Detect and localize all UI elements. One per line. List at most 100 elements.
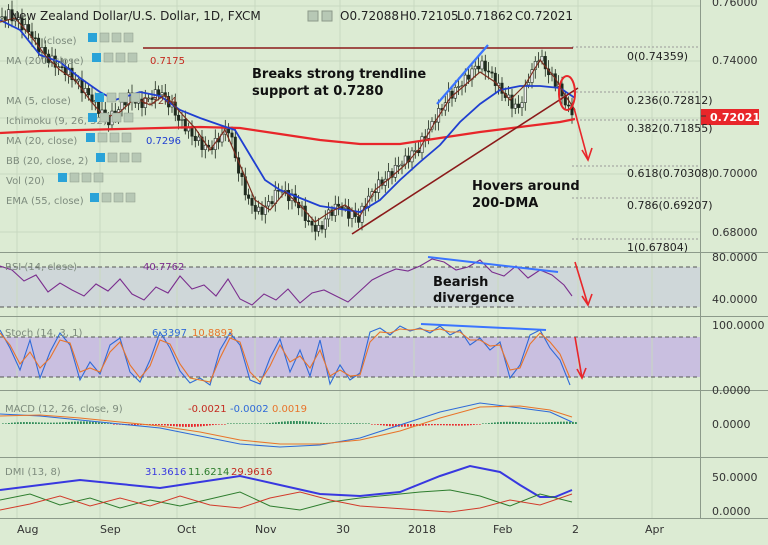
macd-bar [194,424,196,427]
svg-text:Ichimoku (9, 26, 52): Ichimoku (9, 26, 52) [6,116,107,127]
macd-bar [506,421,508,424]
macd-bar [518,422,520,424]
legend-row-buttons[interactable] [92,52,138,63]
macd-bar [485,423,487,424]
dmi-adx-value: 31.3616 [145,467,186,478]
svg-text:0.382(0.71855): 0.382(0.71855) [627,122,713,135]
macd-bar [356,423,358,424]
macd-bar [407,424,409,427]
macd-bar [215,424,217,425]
macd-bar [455,424,457,426]
rsi-divergence-line [427,256,559,273]
macd-value: -0.0002 [230,404,269,415]
macd-bar [83,421,85,424]
macd-bar [533,422,535,424]
macd-bar [374,424,376,425]
stoch-k-value: 6.3397 [152,328,187,339]
macd-bar [500,421,502,424]
legend-row-buttons[interactable] [95,92,141,103]
candle [317,217,321,237]
macd-bar [14,422,16,424]
candle [543,51,547,77]
di-minus-line [0,491,573,513]
macd-bar [401,424,403,427]
legend-row-buttons[interactable] [96,152,142,163]
macd-bar [134,424,136,426]
macd-bar [182,424,184,427]
rsi-line [0,258,573,306]
macd-bar [524,422,526,424]
macd-bar [527,422,529,424]
legend-row-buttons[interactable] [88,112,134,123]
time-axis-labels: Aug Sep Oct Nov 30 2018 Feb 2 Apr [17,523,665,536]
macd-bar [2,423,4,424]
macd-hist-value: -0.0021 [188,404,227,415]
macd-bar [284,421,286,424]
candle [413,142,417,159]
candle [320,220,324,234]
svg-text:0.236(0.72812): 0.236(0.72812) [627,94,713,107]
macd-bar [209,424,211,426]
macd-bar [491,422,493,424]
candle [70,59,74,88]
candle [247,188,251,205]
macd-bar [53,422,55,424]
svg-text:0.76000: 0.76000 [712,0,758,9]
svg-text:40.0000: 40.0000 [712,293,758,306]
svg-text:Oct: Oct [177,523,197,536]
svg-text:100.0000: 100.0000 [712,319,765,332]
macd-bar [338,423,340,424]
time-scale[interactable] [0,518,768,541]
macd-bar [71,421,73,424]
price-scale[interactable] [700,0,768,518]
rsi-label: RSI (14, close) [5,262,77,273]
stoch-band [0,337,700,377]
candle [520,96,524,116]
macd-bar [329,423,331,424]
macd-bar [212,424,214,426]
macd-bar [323,422,325,424]
macd-bar [50,422,52,424]
macd-bar [293,421,295,424]
dma-annotation: Hovers around 200-DMA [472,179,580,211]
legend-row-buttons[interactable] [88,32,134,43]
macd-bar [164,424,166,426]
legend-row-buttons[interactable] [58,172,104,183]
macd-bar [47,422,49,424]
macd-bar [173,424,175,427]
macd-bar [488,423,490,424]
svg-text:L0.71862: L0.71862 [457,9,513,23]
macd-bar [158,424,160,426]
candle [517,95,521,114]
down-arrows [573,107,593,380]
macd-bar [350,423,352,424]
macd-bar [446,424,448,426]
legend-row-buttons[interactable] [90,192,136,203]
stoch-d-line [0,328,571,383]
macd-bar [476,424,478,425]
macd-bar [443,424,445,426]
header-controls[interactable] [307,10,333,22]
macd-bar [362,423,364,424]
macd-bar [170,424,172,426]
svg-text:2: 2 [572,523,579,536]
fib-labels: 0(0.74359) 0.236(0.72812) 0.382(0.71855)… [627,50,713,254]
candle [193,127,197,148]
dmi-ticks: 50.0000 0.0000 [712,471,758,518]
macd-bar [116,424,118,425]
macd-bar [113,424,115,425]
legend-buttons[interactable] [58,32,142,203]
svg-text:0.786(0.69207): 0.786(0.69207) [627,199,713,212]
indicator-legend[interactable]: (close) MA (200, close) 0.7175 MA (5, cl… [6,36,185,207]
macd-bar [17,422,19,424]
adx-line [0,464,573,498]
svg-text:0.74000: 0.74000 [712,54,758,67]
legend-row-buttons[interactable] [86,132,132,143]
macd-bar [89,421,91,424]
macd-bar [308,421,310,424]
macd-bar [260,423,262,424]
svg-text:Sep: Sep [100,523,121,536]
macd-bar [572,421,574,424]
svg-text:0.7244: 0.7244 [142,96,177,107]
macd-bar [110,423,112,424]
